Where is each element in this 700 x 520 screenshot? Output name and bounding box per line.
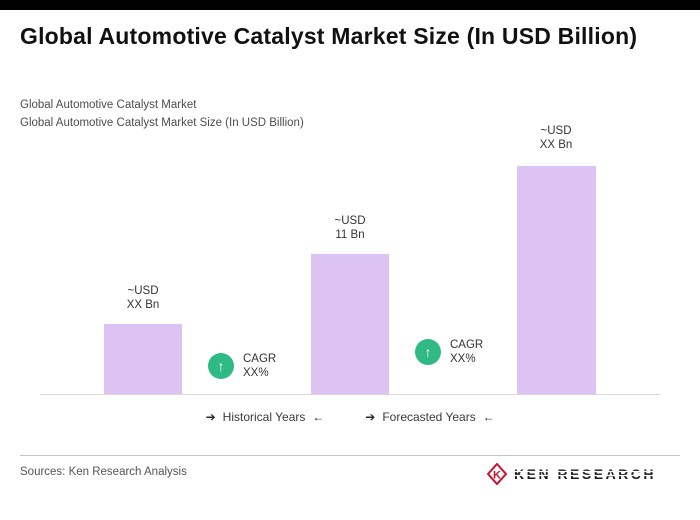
cagr-label-1: CAGR XX% bbox=[243, 352, 276, 380]
x-axis-line bbox=[40, 394, 660, 395]
arrow-right-icon: ➔ bbox=[365, 410, 376, 424]
axis-label-forecasted-text: Forecasted Years bbox=[382, 410, 476, 424]
bar-value-label-3-line2: XX Bn bbox=[539, 139, 573, 151]
bar-value-label-2-line2: 11 Bn bbox=[335, 229, 365, 241]
footer-divider bbox=[20, 455, 680, 456]
bar-value-label-1: ~USD XX Bn bbox=[88, 284, 198, 312]
subtitle-market: Global Automotive Catalyst Market bbox=[20, 99, 197, 111]
bar-value-label-3: ~USD XX Bn bbox=[501, 124, 611, 152]
cagr-badge-2: ↑ CAGR XX% bbox=[415, 338, 483, 366]
subtitle-market-size: Global Automotive Catalyst Market Size (… bbox=[20, 117, 304, 129]
bar-value-label-1-line2: XX Bn bbox=[126, 299, 160, 311]
cagr-label-1-line1: CAGR bbox=[243, 353, 277, 365]
sources-text: Sources: Ken Research Analysis bbox=[20, 466, 187, 478]
axis-label-forecasted: ➔ Forecasted Years ← bbox=[355, 410, 505, 424]
cagr-label-2-line2: XX% bbox=[450, 353, 476, 365]
top-accent-bar bbox=[0, 0, 700, 10]
cagr-label-1-line2: XX% bbox=[243, 367, 269, 379]
bar-value-label-2: ~USD 11 Bn bbox=[295, 214, 405, 242]
bar-forecast bbox=[517, 166, 596, 394]
bar-historical-1 bbox=[104, 324, 182, 394]
axis-label-historical-text: Historical Years bbox=[222, 410, 306, 424]
growth-up-arrow-icon: ↑ bbox=[208, 353, 234, 379]
ken-research-logo-graphic: K KEN RESEARCH bbox=[486, 462, 656, 486]
cagr-label-2-line1: CAGR bbox=[450, 339, 484, 351]
bar-value-label-3-line1: ~USD bbox=[540, 125, 572, 137]
bar-value-label-2-line1: ~USD bbox=[334, 215, 366, 227]
ken-research-logo: K KEN RESEARCH bbox=[486, 462, 658, 486]
bar-value-label-1-line1: ~USD bbox=[127, 285, 159, 297]
cagr-label-2: CAGR XX% bbox=[450, 338, 483, 366]
page-title: Global Automotive Catalyst Market Size (… bbox=[20, 23, 638, 49]
bar-chart: ~USD XX Bn ~USD 11 Bn ~USD XX Bn ↑ CAGR … bbox=[40, 124, 660, 424]
logo-wordmark: KEN RESEARCH bbox=[514, 466, 656, 482]
bar-historical-2 bbox=[311, 254, 389, 394]
logo-monogram: K bbox=[493, 470, 501, 482]
axis-label-historical: ➔ Historical Years ← bbox=[195, 410, 335, 424]
growth-up-arrow-icon: ↑ bbox=[415, 339, 441, 365]
arrow-left-icon: ← bbox=[312, 410, 325, 424]
arrow-right-icon: ➔ bbox=[205, 410, 216, 424]
cagr-badge-1: ↑ CAGR XX% bbox=[208, 352, 276, 380]
arrow-left-icon: ← bbox=[482, 410, 495, 424]
logo-diamond-icon bbox=[486, 462, 508, 486]
